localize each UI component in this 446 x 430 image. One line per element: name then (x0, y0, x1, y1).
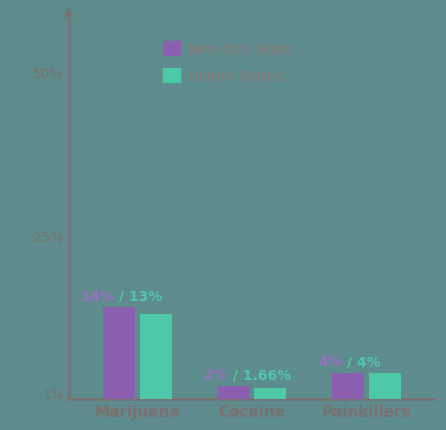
Text: / 1.66%: / 1.66% (228, 368, 291, 381)
Text: 4%: 4% (318, 354, 342, 369)
Bar (218, 386, 250, 399)
Bar (332, 373, 364, 399)
Bar (254, 388, 286, 399)
Text: 14%: 14% (80, 289, 113, 303)
Bar (368, 373, 401, 399)
Text: / 13%: / 13% (113, 289, 162, 303)
Text: / 4%: / 4% (342, 354, 381, 369)
Bar (103, 308, 135, 399)
Bar (140, 314, 172, 399)
Legend: New York State, United States: New York State, United States (157, 35, 300, 91)
Text: 2%: 2% (204, 368, 228, 381)
